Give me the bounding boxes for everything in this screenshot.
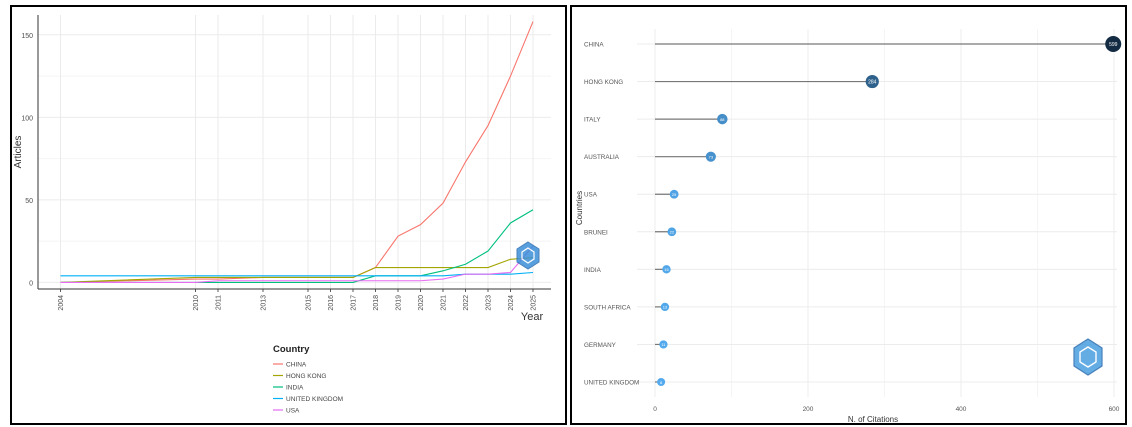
y-tick-label: GERMANY: [584, 342, 617, 349]
value-label: 22: [670, 230, 675, 235]
legend-label: HONG KONG: [286, 373, 326, 380]
y-tick-label: AUSTRALIA: [584, 154, 620, 161]
x-tick-label: 2024: [508, 295, 515, 311]
lollipop-dot: [1105, 36, 1122, 52]
x-tick-label: 200: [803, 406, 814, 413]
y-tick-label: BRUNEI: [584, 229, 608, 236]
logo-inner-icon: [521, 247, 535, 264]
trend-panel: 0 50 100 150 2004 2010 2011 2013 2015 2016 2017 201…: [10, 5, 567, 425]
y-tick-label: 0: [29, 280, 33, 287]
legend-label: INDIA: [286, 385, 304, 392]
logo-hexagon-icon: [1073, 338, 1103, 376]
x-tick-label: 2022: [463, 295, 470, 311]
lollipop-dot: [660, 302, 670, 312]
logo-icon: [1073, 338, 1103, 376]
legend-label: UNITED KINGDOM: [286, 396, 343, 403]
series-line-india: [60, 209, 534, 283]
value-label: 88: [720, 117, 725, 122]
x-axis-title: N. of Citations: [848, 415, 898, 423]
lollipop-dot: [667, 227, 677, 237]
x-tick-label: 2013: [261, 295, 268, 311]
logo-icon: [516, 241, 540, 270]
x-tick-label: 2010: [193, 295, 200, 311]
x-tick-label: 2018: [373, 295, 380, 311]
lollipop-dot: [659, 340, 668, 349]
legend-label: USA: [286, 408, 300, 415]
lollipop-dot: [657, 377, 666, 387]
y-tick-label: UNITED KINGDOM: [584, 380, 639, 387]
x-tick-label: 2021: [441, 295, 448, 311]
x-tick-label: 2020: [418, 295, 425, 311]
y-axis-title: Countries: [575, 191, 584, 225]
legend-title: Country: [273, 344, 310, 355]
value-label: 25: [672, 192, 677, 197]
y-tick-label: 150: [21, 33, 33, 40]
y-tick-label: 100: [21, 115, 33, 122]
x-tick-label: 400: [956, 406, 967, 413]
x-tick-label: 2023: [486, 295, 493, 311]
lollipop-dot: [662, 265, 671, 274]
lollipop-dot: [717, 113, 728, 125]
y-tick-label: USA: [584, 192, 598, 199]
value-label: 13: [663, 305, 668, 310]
x-tick-label: 2016: [328, 295, 335, 311]
logo-hexagon-icon: [516, 241, 540, 270]
x-tick-label: 2025: [531, 295, 538, 311]
value-label: 15: [664, 267, 669, 272]
lollipop-dot: [669, 189, 679, 199]
y-tick-label: HONG KONG: [584, 79, 623, 86]
y-tick-label: ITALY: [584, 117, 601, 124]
x-tick-label: 2004: [58, 295, 65, 311]
y-axis-title: Articles: [13, 136, 24, 169]
lollipop-chart: 0 200 400 600 Countries N. of Citations CHINA 5…: [575, 29, 1122, 423]
y-tick-label: CHINA: [584, 42, 604, 49]
y-tick-label: 50: [25, 198, 33, 205]
value-label: 73: [709, 154, 714, 159]
x-tick-label: 2011: [216, 295, 223, 310]
line-chart: 0 50 100 150 2004 2010 2011 2013 2015 2016 2017 201…: [13, 15, 551, 415]
series-line-hong-kong: [60, 257, 534, 283]
y-tick-label: INDIA: [584, 267, 602, 274]
lollipop-dot: [705, 151, 716, 162]
x-tick-label: 2019: [396, 295, 403, 311]
x-tick-label: 2017: [351, 295, 358, 311]
value-label: 8: [660, 380, 663, 385]
series-line-china: [60, 21, 534, 283]
legend-label: CHINA: [286, 362, 307, 369]
value-label: 599: [1109, 42, 1118, 48]
value-label: 284: [868, 79, 877, 85]
y-tick-label: SOUTH AFRICA: [584, 304, 631, 311]
x-axis-title: Year: [521, 311, 544, 323]
logo-inner-icon: [1079, 346, 1097, 368]
x-tick-label: 0: [653, 406, 657, 413]
series-line-usa: [60, 245, 534, 283]
x-tick-label: 600: [1109, 406, 1120, 413]
citations-panel: 0 200 400 600 Countries N. of Citations CHINA 5…: [570, 5, 1127, 425]
lollipop-dot: [865, 74, 879, 89]
x-tick-label: 2015: [306, 295, 313, 311]
value-label: 11: [661, 342, 666, 347]
